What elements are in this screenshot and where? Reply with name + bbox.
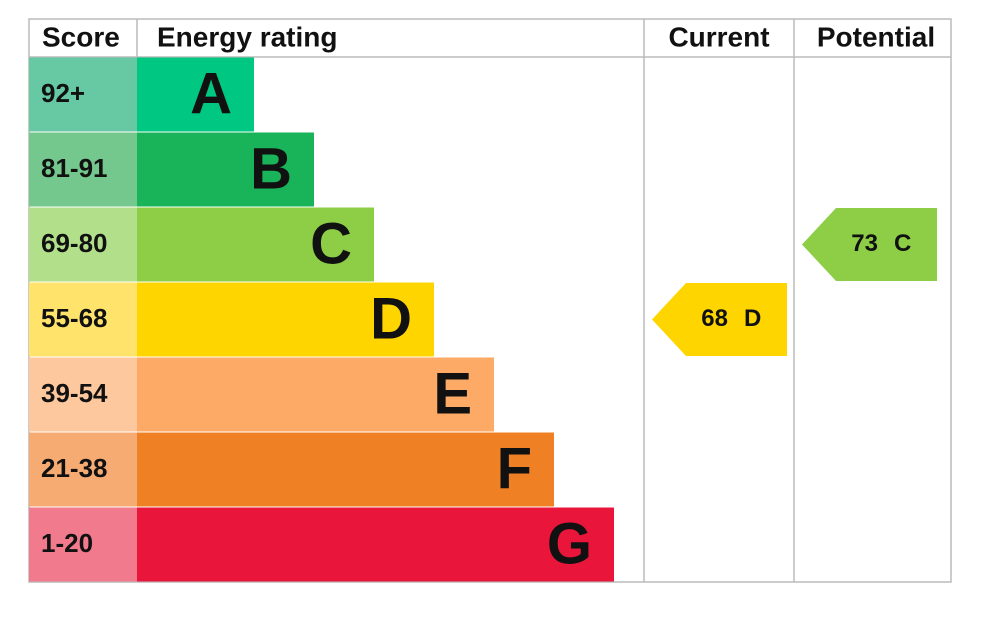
score-cell xyxy=(29,207,137,282)
score-header: Score xyxy=(42,21,120,52)
current-letter: D xyxy=(744,305,761,332)
band-letter: G xyxy=(547,511,592,576)
score-cell xyxy=(29,432,137,507)
score-cell xyxy=(29,357,137,432)
rating-bar xyxy=(137,132,314,207)
current-header: Current xyxy=(668,21,769,52)
band-letter: A xyxy=(190,61,232,126)
score-range: 21-38 xyxy=(41,453,108,483)
potential-arrow xyxy=(802,208,937,281)
score-cell xyxy=(29,507,137,582)
score-range: 39-54 xyxy=(41,378,108,408)
score-cell xyxy=(29,282,137,357)
rating-header: Energy rating xyxy=(157,21,337,52)
score-range: 1-20 xyxy=(41,528,93,558)
rating-bar xyxy=(137,57,254,132)
rating-bar xyxy=(137,507,614,582)
rating-bar xyxy=(137,282,434,357)
band-letter: E xyxy=(433,361,472,426)
current-arrow xyxy=(652,283,787,356)
score-cell xyxy=(29,132,137,207)
band-letter: D xyxy=(370,286,412,351)
band-letter: F xyxy=(497,436,532,501)
rating-bar xyxy=(137,207,374,282)
band-letter: B xyxy=(250,136,292,201)
potential-header: Potential xyxy=(817,21,935,52)
current-value: 68 xyxy=(701,305,728,332)
rating-bar xyxy=(137,357,494,432)
score-cell xyxy=(29,57,137,132)
potential-letter: C xyxy=(894,230,911,257)
band-letter: C xyxy=(310,211,352,276)
score-range: 92+ xyxy=(41,78,85,108)
score-range: 69-80 xyxy=(41,228,108,258)
potential-value: 73 xyxy=(851,230,878,257)
score-range: 55-68 xyxy=(41,303,108,333)
score-range: 81-91 xyxy=(41,153,108,183)
rating-bar xyxy=(137,432,554,507)
